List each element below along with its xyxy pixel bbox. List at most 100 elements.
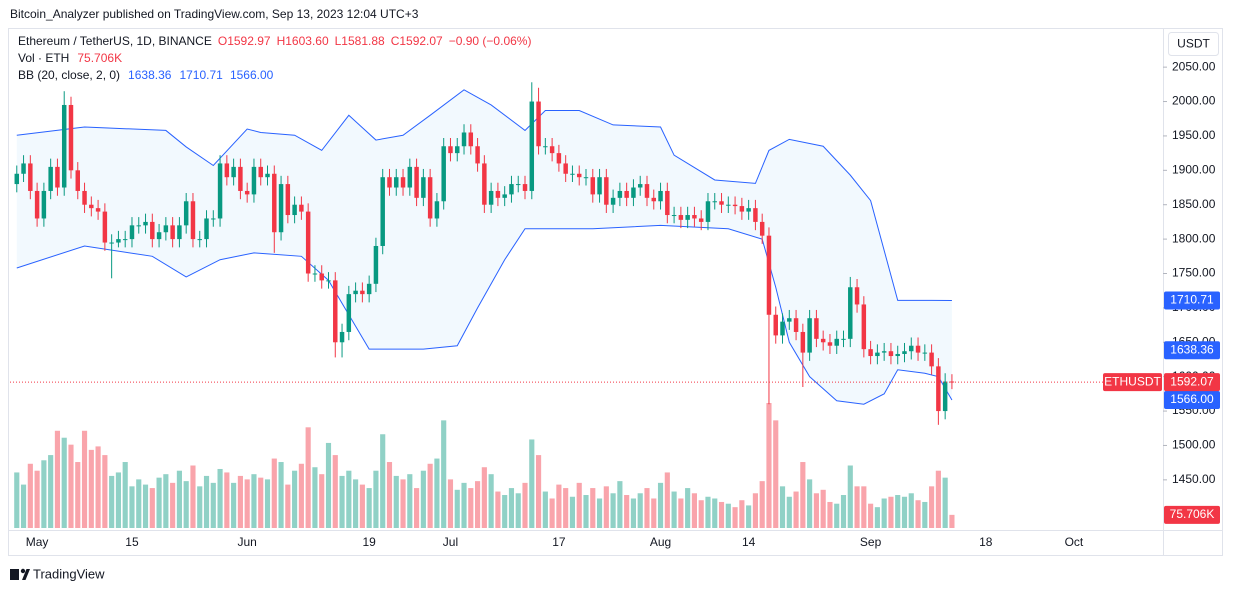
- volume-bar: [475, 481, 481, 528]
- legend-change: −0.90 (−0.06%): [449, 34, 532, 48]
- candle-body: [902, 351, 907, 354]
- candle-body: [68, 104, 74, 171]
- candle-body: [800, 331, 806, 353]
- volume-bar: [488, 474, 494, 528]
- candle-body: [211, 218, 216, 220]
- volume-bar: [447, 479, 454, 528]
- volume-bar: [901, 496, 908, 528]
- volume-bar: [691, 493, 697, 528]
- symbol-tag-box: [1103, 373, 1162, 392]
- candle-body: [41, 190, 47, 219]
- candle-body: [427, 177, 433, 219]
- volume-bar: [156, 477, 162, 528]
- y-tick-label: 1850.00: [1172, 197, 1216, 211]
- candle-body: [807, 318, 812, 353]
- candle-body: [536, 101, 541, 147]
- candle-body: [861, 304, 867, 350]
- candle-body: [509, 184, 514, 195]
- volume-bar: [102, 455, 108, 528]
- candle-body: [820, 338, 826, 343]
- candle-body: [238, 166, 243, 191]
- volume-bar: [68, 444, 74, 528]
- candle-body: [576, 173, 582, 178]
- volume-bar: [705, 496, 711, 528]
- bb-upper-tag-box: [1164, 291, 1220, 310]
- x-tick-label: May: [26, 535, 49, 549]
- volume-bar: [942, 477, 948, 528]
- candle-body: [522, 184, 528, 191]
- volume-bar: [264, 479, 271, 528]
- bb-lower-value: 1566.00: [230, 68, 274, 82]
- candle-body: [48, 166, 53, 191]
- volume-bar: [712, 498, 718, 528]
- volume-bar: [793, 491, 799, 528]
- volume-bar: [54, 430, 61, 528]
- volume-bar: [197, 486, 203, 528]
- volume-bar: [481, 467, 487, 528]
- volume-bar: [576, 482, 582, 528]
- volume-bar: [332, 455, 338, 528]
- volume-bar: [217, 468, 223, 528]
- volume-bar: [827, 501, 833, 528]
- volume-bar: [231, 482, 237, 528]
- candle-body: [841, 338, 846, 340]
- candle-body: [563, 163, 568, 174]
- volume-bar: [34, 470, 40, 528]
- volume-bar: [278, 462, 284, 528]
- candle-body: [644, 184, 650, 198]
- volume-bar: [698, 500, 704, 528]
- volume-bar: [739, 500, 745, 528]
- y-tick-label: 1500.00: [1172, 438, 1216, 452]
- volume-bar: [244, 479, 250, 528]
- volume-bar: [854, 486, 860, 528]
- volume-bar: [61, 437, 67, 528]
- candle-body: [21, 163, 26, 174]
- candle-body: [373, 245, 379, 284]
- volume-bar: [468, 488, 474, 528]
- last-price-tag: 1592.07: [1170, 374, 1214, 388]
- candle-body: [231, 166, 236, 178]
- x-tick-label: 14: [742, 535, 756, 549]
- symbol-title: Ethereum / TetherUS, 1D, BINANCE: [18, 34, 212, 48]
- candle-body: [61, 104, 67, 188]
- volume-bar: [840, 495, 847, 528]
- volume-bar: [502, 495, 508, 528]
- bb-lower-tag: 1566.00: [1170, 392, 1214, 406]
- volume-bar: [610, 493, 616, 528]
- candle-body: [89, 204, 94, 209]
- volume-bar: [935, 470, 941, 528]
- candle-body: [319, 273, 324, 281]
- volume-bar: [732, 507, 738, 528]
- volume-bar: [685, 488, 691, 528]
- candle-body: [766, 235, 772, 315]
- candle-body: [698, 218, 704, 222]
- volume-bar: [122, 462, 128, 528]
- volume-bar: [929, 486, 935, 528]
- volume-bar: [515, 493, 521, 528]
- candle-body: [787, 318, 792, 322]
- candle-body: [936, 366, 941, 412]
- volume-bar: [353, 479, 359, 528]
- currency-button[interactable]: [1168, 32, 1219, 56]
- volume-name: Vol · ETH: [18, 51, 69, 65]
- bb-basis-value: 1638.36: [128, 68, 172, 82]
- volume-bar: [454, 489, 460, 528]
- volume-bar: [888, 496, 894, 528]
- candle-body: [95, 208, 101, 212]
- volume-bar: [237, 475, 243, 528]
- candle-body: [637, 184, 643, 188]
- currency-label[interactable]: USDT: [1177, 37, 1210, 51]
- candle-body: [651, 197, 657, 202]
- candle-body: [407, 166, 413, 188]
- volume-bar: [48, 455, 54, 528]
- volume-bar: [366, 488, 372, 528]
- volume-bar: [522, 482, 528, 528]
- volume-bar: [88, 449, 94, 528]
- volume-bar: [596, 498, 603, 528]
- volume-bar: [773, 420, 779, 528]
- candle-body: [726, 204, 731, 206]
- candle-body: [881, 351, 887, 353]
- candle-body: [272, 173, 277, 233]
- candle-body: [312, 273, 318, 275]
- volume-bar: [563, 488, 569, 528]
